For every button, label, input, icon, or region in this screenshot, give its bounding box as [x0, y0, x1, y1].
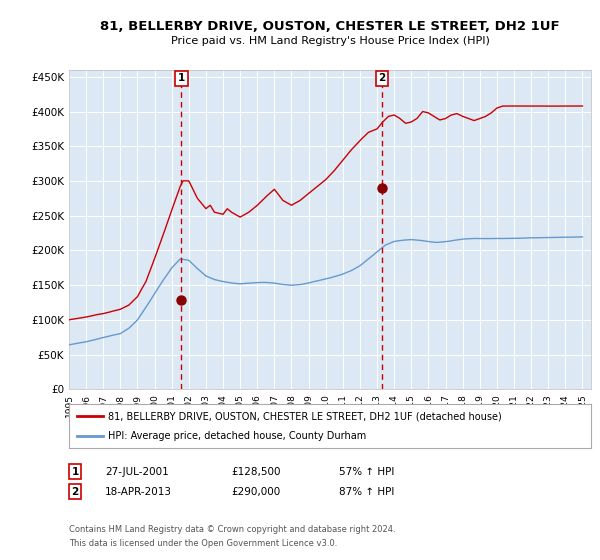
Text: 57% ↑ HPI: 57% ↑ HPI	[339, 466, 394, 477]
Text: 2: 2	[379, 73, 386, 83]
Text: 27-JUL-2001: 27-JUL-2001	[105, 466, 169, 477]
Text: 1: 1	[178, 73, 185, 83]
Text: £290,000: £290,000	[231, 487, 280, 497]
Text: 87% ↑ HPI: 87% ↑ HPI	[339, 487, 394, 497]
Text: 2: 2	[71, 487, 79, 497]
Text: 18-APR-2013: 18-APR-2013	[105, 487, 172, 497]
Text: 81, BELLERBY DRIVE, OUSTON, CHESTER LE STREET, DH2 1UF: 81, BELLERBY DRIVE, OUSTON, CHESTER LE S…	[100, 20, 560, 32]
Text: 81, BELLERBY DRIVE, OUSTON, CHESTER LE STREET, DH2 1UF (detached house): 81, BELLERBY DRIVE, OUSTON, CHESTER LE S…	[108, 411, 502, 421]
Text: £128,500: £128,500	[231, 466, 281, 477]
Text: 1: 1	[71, 466, 79, 477]
Text: HPI: Average price, detached house, County Durham: HPI: Average price, detached house, Coun…	[108, 431, 367, 441]
Text: This data is licensed under the Open Government Licence v3.0.: This data is licensed under the Open Gov…	[69, 539, 337, 548]
Text: Contains HM Land Registry data © Crown copyright and database right 2024.: Contains HM Land Registry data © Crown c…	[69, 525, 395, 534]
Text: Price paid vs. HM Land Registry's House Price Index (HPI): Price paid vs. HM Land Registry's House …	[170, 36, 490, 46]
